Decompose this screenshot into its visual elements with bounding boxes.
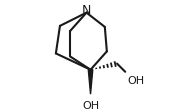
Text: OH: OH — [82, 100, 99, 110]
Polygon shape — [88, 70, 93, 94]
Text: N: N — [82, 3, 91, 16]
Text: OH: OH — [127, 75, 144, 85]
